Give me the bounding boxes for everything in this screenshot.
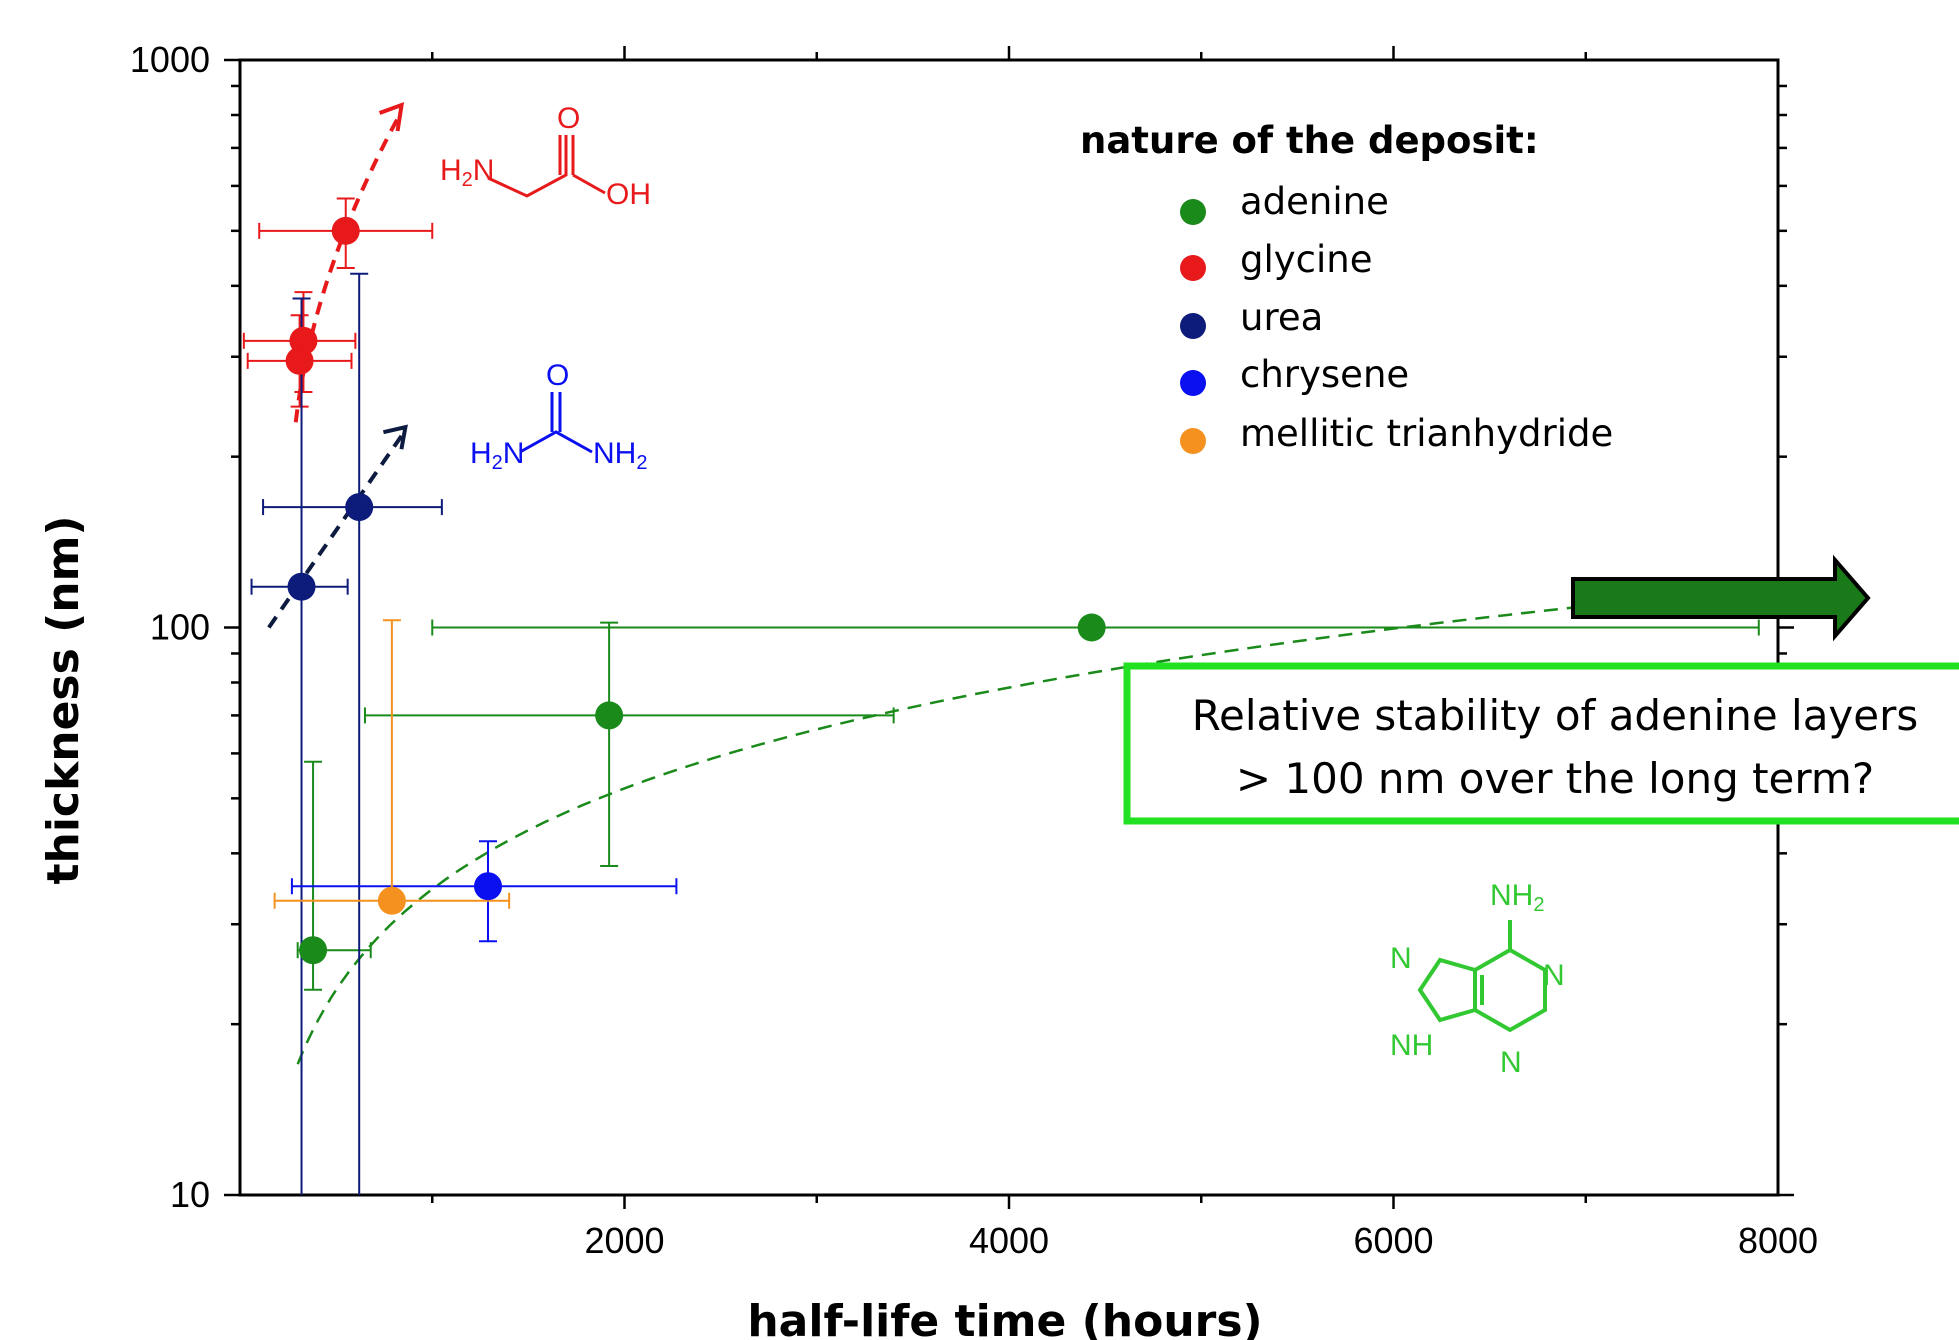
- adenine-n-label-3: N: [1500, 1046, 1522, 1079]
- axes-frame: [224, 46, 1794, 1209]
- legend-label-urea: urea: [1240, 296, 1323, 339]
- data-point-urea: [287, 572, 316, 601]
- urea-nh2-label: NH2: [593, 437, 647, 474]
- urea-structure-icon: [519, 392, 593, 454]
- glycine-h2n-label: H2N: [440, 154, 494, 191]
- x-tick-label: 4000: [969, 1220, 1049, 1261]
- glycine-arrowhead-icon: [378, 101, 405, 132]
- data-point-glycine: [331, 216, 360, 245]
- legend-title: nature of the deposit:: [1080, 119, 1539, 162]
- legend-label-mellitic: mellitic trianhydride: [1240, 412, 1613, 455]
- long-term-arrow-icon: [1571, 554, 1871, 642]
- data-point-adenine: [299, 936, 328, 965]
- y-tick-label: 1000: [130, 39, 210, 80]
- adenine-n-label-1: N: [1390, 942, 1412, 975]
- legend: nature of the deposit: adenine glycine u…: [1080, 119, 1613, 455]
- adenine-structure-icon: [1417, 920, 1547, 1033]
- legend-marker-glycine: [1180, 255, 1206, 281]
- legend-marker-chrysene: [1180, 370, 1206, 396]
- data-points: [285, 216, 1106, 965]
- trend-curves: [267, 101, 1586, 1065]
- callout-line-1: Relative stability of adenine layers: [1192, 691, 1919, 740]
- data-point-glycine: [285, 346, 314, 375]
- glycine-oh-label: OH: [606, 178, 651, 211]
- glycine-trend-arrow: [293, 114, 402, 423]
- data-point-urea: [345, 493, 374, 522]
- data-point-adenine: [595, 701, 624, 730]
- x-tick-label: 2000: [584, 1220, 664, 1261]
- legend-label-glycine: glycine: [1240, 238, 1373, 281]
- urea-h2n-label: H2N: [470, 437, 524, 474]
- adenine-nh-label: NH: [1390, 1029, 1433, 1062]
- adenine-n-label-2: N: [1543, 959, 1565, 992]
- data-point-mellitic-trianhydride: [377, 886, 406, 915]
- legend-label-chrysene: chrysene: [1240, 353, 1409, 396]
- y-axis-title: thickness (nm): [38, 515, 89, 884]
- x-axis-title: half-life time (hours): [747, 1296, 1262, 1340]
- data-point-adenine: [1077, 613, 1106, 642]
- urea-o-label: O: [546, 359, 569, 392]
- urea-arrowhead-icon: [382, 424, 408, 450]
- glycine-o-label: O: [557, 102, 580, 135]
- y-tick-label: 10: [170, 1174, 210, 1215]
- tick-labels: 2000 4000 6000 8000 10 100 1000: [130, 39, 1818, 1261]
- stability-callout: Relative stability of adenine layers > 1…: [1123, 662, 1959, 825]
- legend-marker-adenine: [1180, 199, 1206, 225]
- adenine-nh2-label: NH2: [1490, 879, 1544, 916]
- legend-marker-urea: [1180, 313, 1206, 339]
- x-tick-label: 6000: [1353, 1220, 1433, 1261]
- y-tick-label: 100: [150, 607, 210, 648]
- x-tick-label: 8000: [1738, 1220, 1818, 1261]
- adenine-trend-curve: [296, 604, 1586, 1065]
- callout-line-2: > 100 nm over the long term?: [1236, 754, 1874, 803]
- glycine-structure-icon: [487, 135, 606, 198]
- urea-trend-arrow: [267, 432, 406, 629]
- data-point-chrysene: [474, 872, 503, 901]
- legend-label-adenine: adenine: [1240, 180, 1389, 223]
- legend-marker-mellitic: [1180, 428, 1206, 454]
